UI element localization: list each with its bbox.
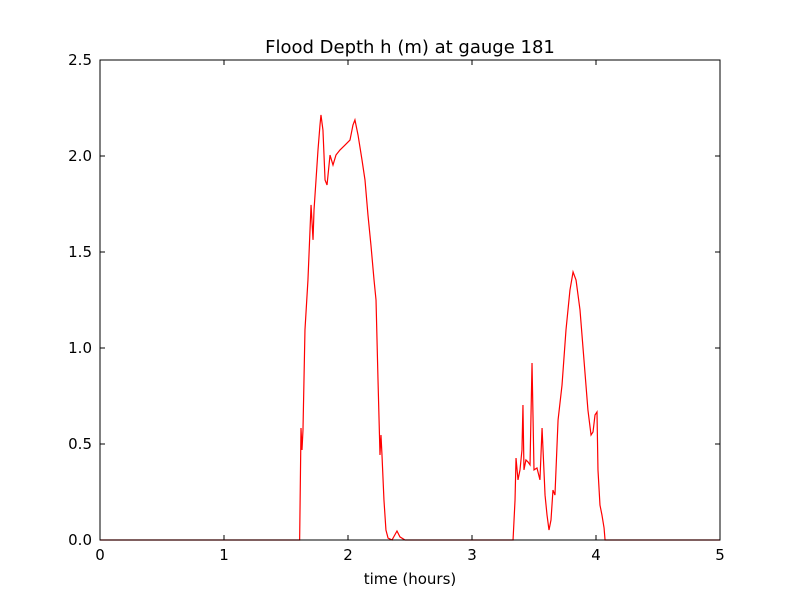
- data-line: [100, 114, 720, 541]
- y-tick-label: 0.0: [68, 531, 92, 549]
- y-tick-label: 1.5: [68, 243, 92, 261]
- y-tick-label: 0.5: [68, 435, 92, 453]
- plot-frame: [99, 59, 721, 541]
- x-tick-label: 2: [343, 546, 353, 564]
- x-tick-label: 5: [715, 546, 725, 564]
- x-axis-label: time (hours): [364, 570, 457, 588]
- x-tick-label: 1: [219, 546, 229, 564]
- x-tick-label: 0: [95, 546, 105, 564]
- y-tick-label: 1.0: [68, 339, 92, 357]
- y-tick-label: 2.5: [68, 51, 92, 69]
- x-tick-label: 3: [467, 546, 477, 564]
- x-tick-label: 4: [591, 546, 601, 564]
- chart-title: Flood Depth h (m) at gauge 181: [265, 37, 555, 58]
- y-tick-label: 2.0: [68, 147, 92, 165]
